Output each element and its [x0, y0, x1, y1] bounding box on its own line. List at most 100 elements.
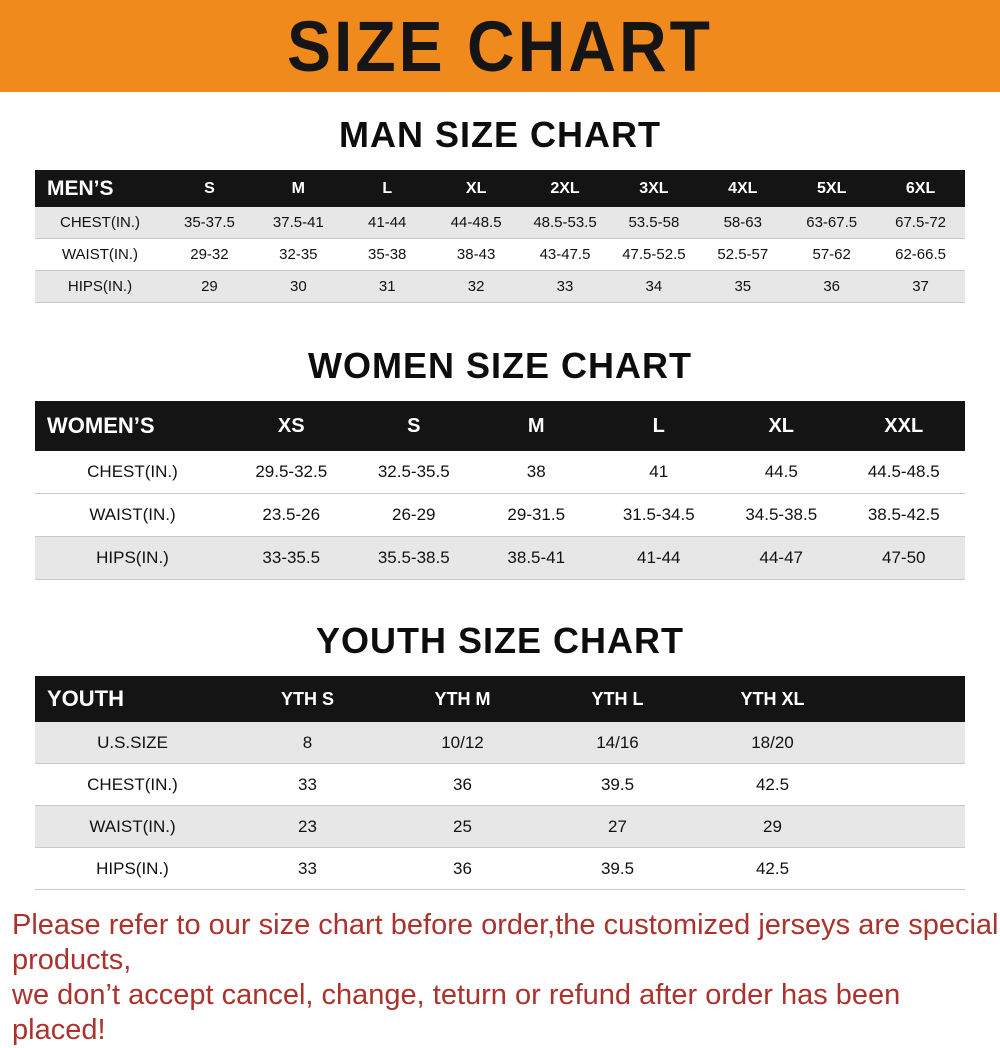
table-row: HIPS(IN.) 33 36 39.5 42.5 [35, 848, 965, 890]
table-cell: 33 [298, 858, 317, 878]
table-cell: 44-48.5 [450, 214, 502, 231]
table-cell: 39.5 [600, 774, 635, 794]
column-header: XL [768, 414, 795, 437]
table-cell: 35.5-38.5 [377, 548, 450, 567]
column-header: YTH M [434, 688, 491, 709]
table-cell: 39.5 [600, 858, 635, 878]
table-cell: 36 [453, 774, 472, 794]
table-cell: 31.5-34.5 [622, 505, 695, 524]
column-header: YTH S [280, 688, 334, 709]
column-header: YTH XL [740, 688, 805, 709]
table-cell: 33-35.5 [262, 548, 321, 567]
table-row: WAIST(IN.) 23.5-26 26-29 29-31.5 31.5-34.5 34… [35, 494, 965, 537]
youth-header-row: YOUTH YTH S YTH M YTH L YTH XL [35, 676, 965, 722]
column-header: XS [277, 414, 305, 437]
column-header: M [291, 179, 305, 197]
mens-size-table: MEN’S S M L XL 2XL 3XL 4XL 5XL 6XL CHEST(IN.) 35-37… [35, 170, 965, 303]
row-label: CHEST(IN.) [87, 774, 178, 794]
column-header: 5XL [817, 179, 847, 197]
table-cell: 29.5-32.5 [255, 462, 328, 481]
size-chart-banner: SIZE CHART [0, 0, 1000, 92]
table-cell: 36 [823, 278, 841, 295]
row-label: U.S.SIZE [97, 732, 168, 752]
column-header: YTH L [591, 688, 644, 709]
table-cell: 43-47.5 [539, 246, 591, 263]
table-cell: 37.5-41 [272, 214, 324, 231]
table-row: CHEST(IN.) 33 36 39.5 42.5 [35, 764, 965, 806]
column-header: L [382, 179, 393, 197]
column-header: XXL [884, 414, 924, 437]
column-header: 2XL [550, 179, 580, 197]
column-header: S [407, 414, 421, 437]
womens-size-table: WOMEN’S XS S M L XL XXL CHEST(IN.) 29.5-32.5 32.5… [35, 401, 965, 580]
table-cell: 8 [302, 732, 313, 752]
womens-table-label: WOMEN’S [47, 413, 155, 438]
mens-table-label: MEN’S [47, 176, 114, 200]
youth-table-label: YOUTH [47, 686, 124, 711]
row-label: HIPS(IN.) [96, 858, 169, 878]
page-title: SIZE CHART [287, 6, 713, 86]
table-cell: 35-38 [368, 246, 407, 263]
order-note-line-2: we don’t accept cancel, change, teturn o… [12, 979, 901, 1046]
order-note: Please refer to our size chart before or… [12, 908, 1000, 1048]
table-cell: 10/12 [441, 732, 484, 752]
table-cell: 32-35 [279, 246, 318, 263]
section-title-youth: YOUTH SIZE CHART [315, 620, 684, 661]
table-cell: 67.5-72 [895, 214, 946, 231]
table-cell: 34 [645, 278, 663, 295]
table-row: WAIST(IN.) 23 25 27 29 [35, 806, 965, 848]
table-cell: 26-29 [392, 505, 436, 524]
column-header: 4XL [728, 179, 758, 197]
table-cell: 38.5-42.5 [867, 505, 940, 524]
table-cell: 34.5-38.5 [745, 505, 818, 524]
table-cell: 35-37.5 [184, 214, 235, 231]
table-row: HIPS(IN.) 29 30 31 32 33 34 35 36 37 [35, 271, 965, 303]
table-cell: 29-31.5 [507, 505, 566, 524]
table-cell: 44.5-48.5 [867, 462, 940, 481]
table-row: CHEST(IN.) 35-37.5 37.5-41 41-44 44-48.5 48.5… [35, 207, 965, 239]
table-cell: 29 [201, 278, 218, 295]
table-cell: 44.5 [764, 462, 798, 481]
table-cell: 32 [467, 278, 485, 295]
row-label: HIPS(IN.) [96, 548, 169, 567]
row-label: WAIST(IN.) [89, 505, 176, 524]
table-cell: 48.5-53.5 [533, 214, 597, 231]
table-cell: 52.5-57 [717, 246, 769, 263]
table-cell: 42.5 [755, 858, 790, 878]
youth-size-table: YOUTH YTH S YTH M YTH L YTH XL U.S.SIZE 8 10/12… [35, 676, 965, 890]
table-cell: 27 [608, 816, 627, 836]
table-cell: 62-66.5 [895, 246, 946, 263]
table-row: U.S.SIZE 8 10/12 14/16 18/20 [35, 722, 965, 764]
column-header: M [527, 414, 545, 437]
table-cell: 31 [378, 278, 396, 295]
table-cell: 38-43 [456, 246, 496, 263]
table-cell: 23.5-26 [262, 505, 321, 524]
column-header: S [204, 179, 215, 197]
table-cell: 42.5 [755, 774, 790, 794]
section-title-man: MAN SIZE CHART [339, 114, 661, 155]
table-cell: 36 [453, 858, 472, 878]
column-header: 3XL [639, 179, 669, 197]
table-cell: 44-47 [759, 548, 803, 567]
table-cell: 33 [298, 774, 317, 794]
row-label: CHEST(IN.) [60, 214, 140, 231]
table-cell: 18/20 [751, 732, 794, 752]
table-cell: 38 [526, 462, 546, 481]
row-label: WAIST(IN.) [89, 816, 176, 836]
table-row: WAIST(IN.) 29-32 32-35 35-38 38-43 43-47.5 47.… [35, 239, 965, 271]
row-label: WAIST(IN.) [61, 246, 139, 263]
table-cell: 25 [453, 816, 472, 836]
order-note-line-1: Please refer to our size chart before or… [12, 909, 999, 976]
table-row: HIPS(IN.) 33-35.5 35.5-38.5 38.5-41 41-44 44-… [35, 537, 965, 580]
table-cell: 30 [289, 278, 307, 295]
row-label: HIPS(IN.) [67, 278, 133, 295]
table-cell: 41-44 [368, 214, 407, 231]
column-header: L [652, 414, 665, 437]
table-cell: 41-44 [637, 548, 681, 567]
table-cell: 47-50 [882, 548, 926, 567]
column-header: XL [465, 179, 487, 197]
table-cell: 57-62 [812, 246, 851, 263]
table-cell: 32.5-35.5 [377, 462, 450, 481]
mens-header-row: MEN’S S M L XL 2XL 3XL 4XL 5XL 6XL [35, 170, 965, 207]
table-cell: 37 [912, 278, 929, 295]
